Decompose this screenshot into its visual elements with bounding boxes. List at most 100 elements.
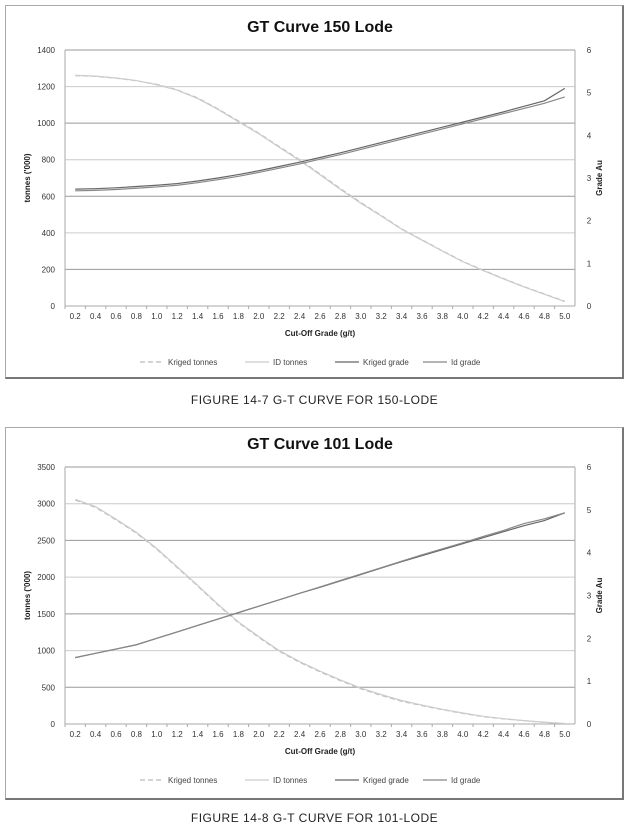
- x-tick-label: 4.4: [498, 312, 510, 321]
- x-tick-label: 5.0: [559, 730, 571, 739]
- x-tick-label: 4.8: [539, 730, 551, 739]
- series-line-kriged-tonnes: [75, 75, 566, 302]
- x-tick-label: 2.6: [314, 312, 326, 321]
- x-tick-label: 1.2: [172, 312, 184, 321]
- y-tick-label: 600: [42, 192, 56, 201]
- x-tick-label: 1.2: [172, 730, 184, 739]
- y2-tick-label: 4: [587, 131, 592, 140]
- x-tick-label: 3.4: [396, 312, 408, 321]
- x-tick-label: 3.4: [396, 730, 408, 739]
- x-tick-label: 0.2: [70, 730, 82, 739]
- y2-tick-label: 6: [587, 463, 592, 472]
- y-tick-label: 2000: [37, 573, 55, 582]
- y2-tick-label: 3: [587, 174, 592, 183]
- y-tick-label: 400: [42, 229, 56, 238]
- y2-tick-label: 0: [587, 720, 592, 729]
- x-tick-label: 5.0: [559, 312, 571, 321]
- figure-caption-150-lode: FIGURE 14-7 G-T CURVE FOR 150-LODE: [190, 393, 439, 407]
- x-tick-label: 2.6: [314, 730, 326, 739]
- y2-tick-label: 0: [587, 302, 592, 311]
- x-tick-label: 2.2: [274, 312, 286, 321]
- y2-axis-title: Grade Au: [595, 160, 604, 196]
- x-tick-label: 2.4: [294, 312, 306, 321]
- x-tick-label: 3.2: [376, 312, 388, 321]
- y-axis-title: tonnes ('000): [23, 153, 32, 202]
- x-tick-label: 3.0: [355, 730, 367, 739]
- chart-title: GT Curve 101 Lode: [247, 436, 393, 453]
- x-axis-title: Cut-Off Grade (g/t): [285, 329, 356, 338]
- x-tick-label: 1.4: [192, 730, 204, 739]
- legend-label: ID tonnes: [273, 358, 307, 367]
- x-tick-label: 4.6: [518, 730, 530, 739]
- y-tick-label: 1500: [37, 610, 55, 619]
- y-tick-label: 1200: [37, 83, 55, 92]
- x-tick-label: 1.8: [233, 312, 245, 321]
- x-tick-label: 0.6: [110, 312, 122, 321]
- y2-tick-label: 5: [587, 506, 592, 515]
- y2-tick-label: 3: [587, 592, 592, 601]
- x-tick-label: 2.2: [274, 730, 286, 739]
- legend-label: Kriged tonnes: [168, 358, 217, 367]
- chart-title: GT Curve 150 Lode: [247, 19, 393, 36]
- chart-frame-150-lode: [5, 5, 624, 379]
- y2-tick-label: 4: [587, 549, 592, 558]
- x-tick-label: 0.2: [70, 312, 82, 321]
- series-line-id-grade: [75, 96, 565, 192]
- x-tick-label: 4.0: [457, 312, 469, 321]
- x-tick-label: 4.2: [478, 730, 490, 739]
- y2-tick-label: 2: [587, 634, 592, 643]
- y-tick-label: 1400: [37, 46, 55, 55]
- x-tick-label: 2.0: [253, 730, 265, 739]
- y-tick-label: 1000: [37, 647, 55, 656]
- x-tick-label: 4.4: [498, 730, 510, 739]
- x-tick-label: 0.4: [90, 730, 102, 739]
- legend-label: Kriged grade: [363, 776, 409, 785]
- y2-tick-label: 1: [587, 677, 592, 686]
- x-tick-label: 1.8: [233, 730, 245, 739]
- x-tick-label: 3.8: [437, 730, 449, 739]
- legend-label: Kriged grade: [363, 358, 409, 367]
- y2-tick-label: 1: [587, 259, 592, 268]
- y2-axis-title: Grade Au: [595, 578, 604, 614]
- x-axis-title: Cut-Off Grade (g/t): [285, 747, 356, 756]
- x-tick-label: 1.0: [151, 312, 163, 321]
- x-tick-label: 4.2: [478, 312, 490, 321]
- x-tick-label: 1.6: [212, 312, 224, 321]
- series-line-kriged-grade: [75, 87, 566, 190]
- legend-label: Kriged tonnes: [168, 776, 217, 785]
- x-tick-label: 3.6: [416, 730, 428, 739]
- x-tick-label: 3.6: [416, 312, 428, 321]
- x-tick-label: 4.8: [539, 312, 551, 321]
- y-tick-label: 800: [42, 156, 56, 165]
- x-tick-label: 1.6: [212, 730, 224, 739]
- figure-caption-101-lode: FIGURE 14-8 G-T CURVE FOR 101-LODE: [190, 811, 439, 825]
- series-line-id-tonnes: [75, 74, 566, 303]
- y-axis-title: tonnes ('000): [23, 571, 32, 620]
- x-tick-label: 0.8: [131, 312, 143, 321]
- x-tick-label: 3.0: [355, 312, 367, 321]
- x-tick-label: 2.8: [335, 730, 347, 739]
- x-tick-label: 3.2: [376, 730, 388, 739]
- y-tick-label: 500: [42, 683, 56, 692]
- x-tick-label: 3.8: [437, 312, 449, 321]
- legend-label: ID tonnes: [273, 776, 307, 785]
- y-tick-label: 3500: [37, 463, 55, 472]
- y-tick-label: 2500: [37, 536, 55, 545]
- y-tick-label: 0: [51, 302, 56, 311]
- legend-label: Id grade: [451, 358, 481, 367]
- y2-tick-label: 6: [587, 46, 592, 55]
- x-tick-label: 1.4: [192, 312, 204, 321]
- y-tick-label: 200: [42, 265, 56, 274]
- x-tick-label: 2.8: [335, 312, 347, 321]
- y2-tick-label: 5: [587, 89, 592, 98]
- y-tick-label: 0: [51, 720, 56, 729]
- x-tick-label: 2.4: [294, 730, 306, 739]
- y-tick-label: 3000: [37, 500, 55, 509]
- x-tick-label: 1.0: [151, 730, 163, 739]
- y2-tick-label: 2: [587, 217, 592, 226]
- x-tick-label: 0.8: [131, 730, 143, 739]
- y-tick-label: 1000: [37, 119, 55, 128]
- x-tick-label: 2.0: [253, 312, 265, 321]
- series-line-id-tonnes: [74, 498, 565, 725]
